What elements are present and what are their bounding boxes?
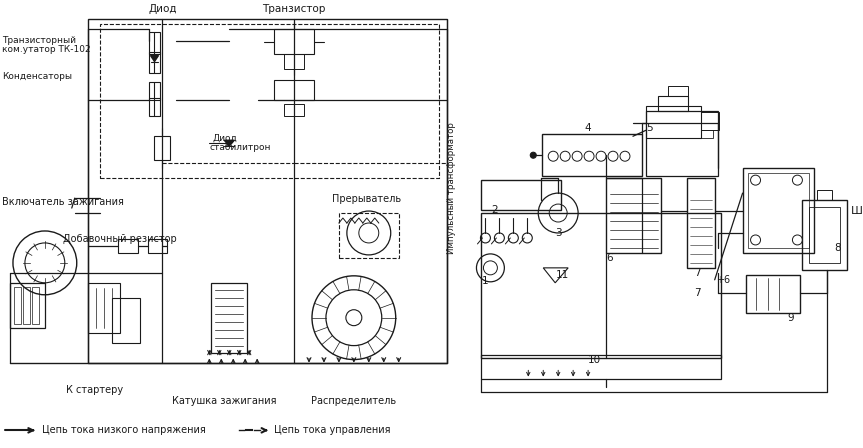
Bar [817,190,832,200]
Text: ком.утатор ТК-102: ком.утатор ТК-102 [2,45,91,54]
Bar [482,180,561,210]
Text: К стартеру: К стартеру [66,385,123,396]
Bar [687,178,715,268]
Text: Цепь тока низкого напряжения: Цепь тока низкого напряжения [42,425,205,435]
Text: Катушка зажигания: Катушка зажигания [172,396,276,406]
Text: Импульсный трансформатор: Импульсный трансформатор [447,122,456,254]
Polygon shape [150,56,159,61]
Text: стабилитрон: стабилитрон [210,143,271,152]
Text: 8: 8 [834,243,841,253]
Bar [148,82,161,100]
Bar [148,239,167,253]
Bar [211,283,247,353]
Text: Диод: Диод [148,4,177,14]
Bar [701,130,713,138]
Text: 4: 4 [585,123,591,134]
Text: Транзистор: Транзистор [262,4,325,14]
Bar [100,24,438,178]
Text: 1: 1 [482,276,488,286]
Bar [542,134,642,176]
Bar [284,54,304,69]
Text: 5: 5 [646,123,652,134]
Bar [747,173,809,248]
Text: 11: 11 [556,270,570,280]
Bar [803,200,847,270]
Bar [148,52,161,73]
Text: Включатель зажигания: Включатель зажигания [2,197,124,207]
Bar [274,81,314,100]
Text: 6: 6 [606,253,613,263]
Text: Конденсаторы: Конденсаторы [2,72,72,81]
Bar [482,213,721,358]
Bar [746,275,800,313]
Bar [809,207,841,263]
Bar [274,29,314,54]
Bar [10,283,45,327]
Text: 10: 10 [588,354,601,365]
Bar [646,112,718,176]
Text: Прерыватель: Прерыватель [332,194,401,204]
Bar [14,287,21,323]
Text: 9: 9 [787,313,794,323]
Text: Распределитель: Распределитель [312,396,396,406]
Text: 7: 7 [695,288,701,298]
Text: 3: 3 [555,228,562,238]
Polygon shape [224,140,234,146]
Bar [658,96,688,112]
Bar [154,136,171,160]
Text: 7: 7 [695,268,701,278]
Text: Диод: Диод [212,134,237,143]
Bar [482,354,721,379]
Bar [701,112,719,130]
Bar [148,99,161,116]
Text: +6: +6 [715,275,730,285]
Bar [88,283,120,333]
Text: Транзисторный: Транзисторный [2,36,76,45]
Bar [117,239,137,253]
Text: Цепь тока управления: Цепь тока управления [274,425,391,435]
Bar [148,32,161,54]
Bar [646,106,701,138]
Bar [32,287,39,323]
Bar [742,168,815,253]
Bar [111,298,140,343]
Text: Добавочный резистор: Добавочный резистор [63,234,177,244]
Bar [23,287,30,323]
Text: Ш: Ш [851,206,863,216]
Bar [284,104,304,116]
Bar [88,19,446,362]
Bar [668,86,688,96]
Circle shape [530,152,536,158]
Bar [606,178,661,253]
Text: 2: 2 [491,205,498,215]
Bar [339,213,399,258]
